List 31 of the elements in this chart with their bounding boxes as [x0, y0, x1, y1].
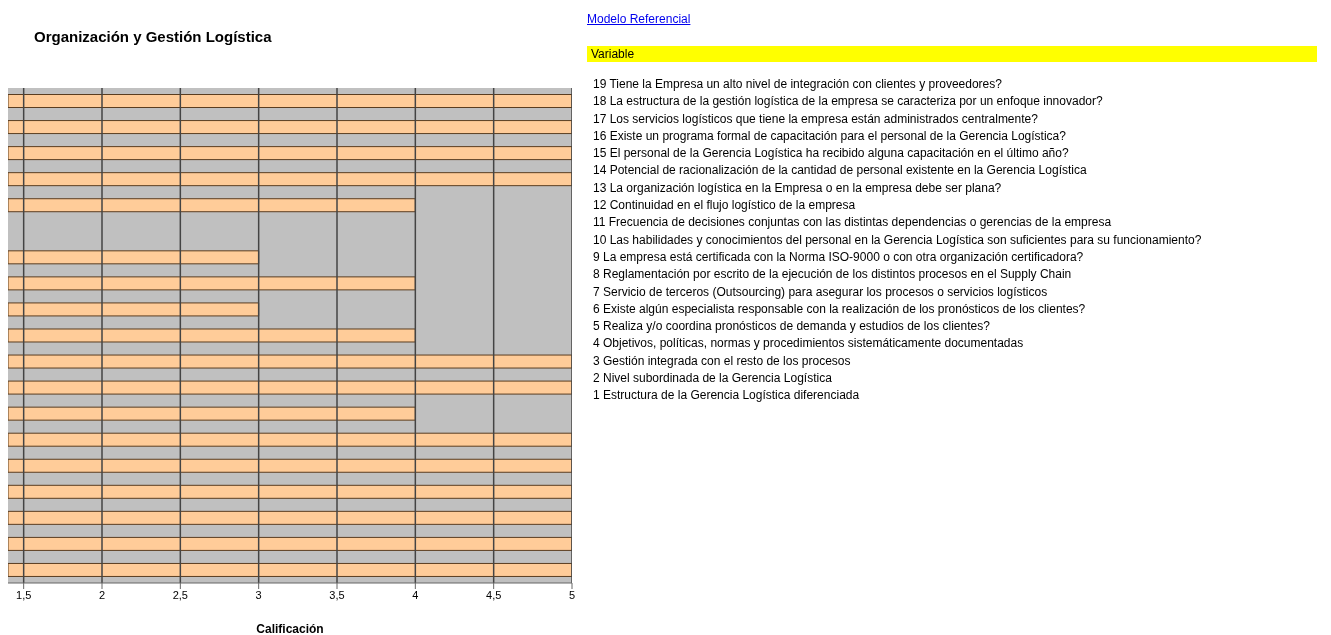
text: 19 Tiene la Empresa un alto nivel de integración con clientes y proveedores?	[593, 76, 1003, 93]
text: 9 La empresa está certificada con la Norma ISO-9000 o con otra organización certificadora?	[593, 248, 1085, 266]
text: 17 Los servicios logísticos que tiene la empresa están administrados centralmente?	[593, 110, 1039, 128]
text: 11 Frecuencia de decisiones conjuntas con las distintas dependencias o gerencias de la empresa	[593, 214, 1113, 232]
text: 2 Nivel subordinada de la Gerencia Logística	[593, 370, 833, 388]
text: 14 Potencial de racionalización de la cantidad de personal existente en la Gerencia Logística	[593, 162, 1088, 180]
x-tick-label: 1,5	[16, 588, 32, 601]
text: 5 Realiza y/o coordina pronósticos de demanda y estudios de los clientes?	[593, 318, 991, 336]
text: 15 El personal de la Gerencia Logística ha recibido alguna capacitación en el último año?	[593, 145, 1070, 163]
text: 4 Objetivos, políticas, normas y procedimientos sistemáticamente documentadas	[593, 335, 1025, 353]
text: 18 La estructura de la gestión logística de la empresa se caracteriza por un enfoque innovador?	[593, 93, 1104, 111]
text: 3 Gestión integrada con el resto de los procesos	[593, 352, 852, 370]
text: 8 Reglamentación por escrito de la ejecución de los distintos procesos en el Supply Chain	[593, 266, 1073, 284]
x-tick-label: 2,5	[172, 588, 188, 601]
x-tick-label: 2	[98, 588, 106, 601]
text: 16 Existe un programa formal de capacitación para el personal de la Gerencia Logística?	[593, 127, 1067, 145]
x-tick-label: 4,5	[486, 588, 502, 601]
text: 10 Las habilidades y conocimientos del personal en la Gerencia Logística son suficientes para su funcionamiento?	[593, 231, 1203, 249]
x-tick-label: 3	[255, 588, 262, 601]
text: 1 Estructura de la Gerencia Logística diferenciada	[593, 387, 861, 405]
text: 12 Continuidad en el flujo logístico de la empresa	[593, 197, 857, 215]
x-tick-label: 3,5	[329, 588, 345, 601]
text: Variable	[587, 46, 1317, 62]
text: 6 Existe algún especialista responsable con la realización de los pronósticos de los clientes?	[593, 300, 1087, 318]
x-tick-label: 5	[568, 588, 576, 601]
text: 13 La organización logística en la Empresa o en la empresa debe ser plana?	[593, 179, 1003, 197]
x-axis-title: Calificación	[256, 622, 324, 635]
text: 7 Servicio de terceros (Outsourcing) para asegurar los procesos o servicios logísticos	[593, 283, 1049, 301]
text: Modelo Referencial	[587, 12, 692, 26]
chart-title: Organización y Gestión Logística	[34, 28, 273, 47]
x-tick-label: 4	[412, 588, 419, 601]
